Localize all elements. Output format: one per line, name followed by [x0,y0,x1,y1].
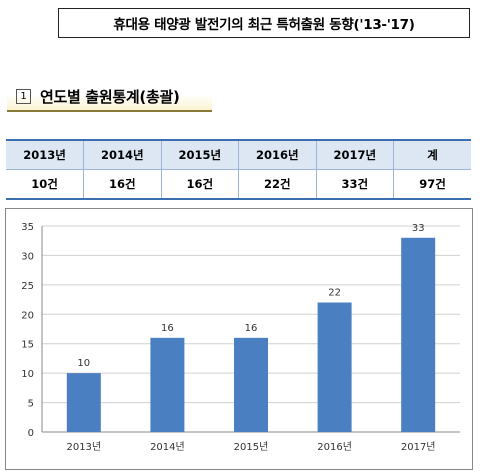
section-number: 1 [16,88,31,104]
table-header-cell: 2017년 [315,140,394,170]
bar [401,237,436,432]
y-tick-label: 15 [21,340,34,351]
x-tick-label: 2017년 [401,441,436,453]
table-header-cell: 2016년 [238,140,317,170]
bar [234,337,268,432]
x-tick-label: 2013년 [66,441,101,453]
table-cell: 97건 [393,169,471,199]
table-cell: 16건 [160,169,239,199]
data-label: 10 [77,358,90,369]
table-header-row: 2013년 2014년 2015년 2016년 2017년 계 [6,140,471,170]
x-tick-label: 2014년 [150,441,185,453]
y-tick-label: 25 [21,281,34,292]
y-tick-label: 0 [28,428,34,439]
data-label: 22 [328,288,341,299]
bar [317,302,352,432]
section-heading: 1 연도별 출원통계(총괄) [7,82,212,112]
section-label: 연도별 출원통계(총괄) [40,87,180,106]
y-tick-label: 30 [21,251,34,262]
table-header-cell: 2014년 [83,140,162,170]
page-title: 휴대용 태양광 발전기의 최근 특허출원 동향('13-'17) [58,8,470,38]
bar [66,373,101,432]
bar [150,337,185,432]
x-tick-label: 2015년 [234,441,269,453]
data-label: 16 [245,323,258,334]
y-tick-label: 35 [21,222,34,233]
x-tick-label: 2016년 [317,441,352,453]
table-cell: 10건 [6,169,84,199]
bar-chart-frame [5,208,473,470]
data-label: 16 [161,323,174,334]
data-label: 33 [412,223,425,234]
y-tick-label: 5 [28,399,34,410]
y-tick-label: 20 [21,310,34,321]
statistics-table: 2013년 2014년 2015년 2016년 2017년 계 10건 16건 … [6,139,471,200]
y-tick-label: 10 [21,369,34,380]
table-cell: 16건 [83,169,162,199]
table-cell: 22건 [238,169,317,199]
table-row: 10건 16건 16건 22건 33건 97건 [6,169,471,199]
table-header-cell: 계 [393,140,471,170]
table-cell: 33건 [315,169,394,199]
